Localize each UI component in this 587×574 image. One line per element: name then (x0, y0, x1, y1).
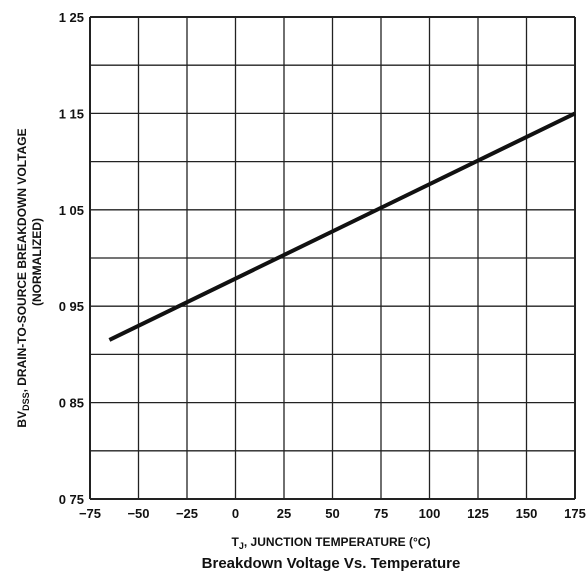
x-tick-label: −75 (79, 506, 101, 521)
x-tick-label: 125 (467, 506, 489, 521)
chart-title: Breakdown Voltage Vs. Temperature (202, 555, 461, 572)
y-tick-label: 1 15 (59, 106, 84, 121)
series-line (108, 111, 576, 342)
y-tick-label: 1 25 (59, 10, 84, 25)
y-axis-label-line2: (NORMALIZED) (30, 218, 44, 306)
x-tick-label: 100 (419, 506, 441, 521)
y-tick-labels: 0 75 0 85 0 95 1 05 1 15 1 25 (59, 10, 84, 507)
series-layer (108, 111, 576, 342)
y-tick-label: 0 85 (59, 396, 84, 411)
x-tick-label: −25 (176, 506, 198, 521)
x-tick-label: 150 (516, 506, 538, 521)
x-tick-label: −50 (127, 506, 149, 521)
x-tick-labels: −75 −50 −25 0 25 50 75 100 125 150 175 (79, 506, 586, 521)
x-tick-label: 175 (564, 506, 586, 521)
y-tick-label: 1 05 (59, 203, 84, 218)
y-axis-label: BVDSS, DRAIN-TO-SOURCE BREAKDOWN VOLTAGE (15, 128, 31, 427)
x-tick-label: 50 (325, 506, 339, 521)
y-tick-label: 0 75 (59, 492, 84, 507)
grid (89, 16, 576, 500)
y-tick-label: 0 95 (59, 299, 84, 314)
x-tick-label: 0 (232, 506, 239, 521)
x-tick-label: 25 (277, 506, 291, 521)
x-axis-label: TJ, JUNCTION TEMPERATURE (°C) (232, 535, 431, 551)
x-tick-label: 75 (374, 506, 388, 521)
